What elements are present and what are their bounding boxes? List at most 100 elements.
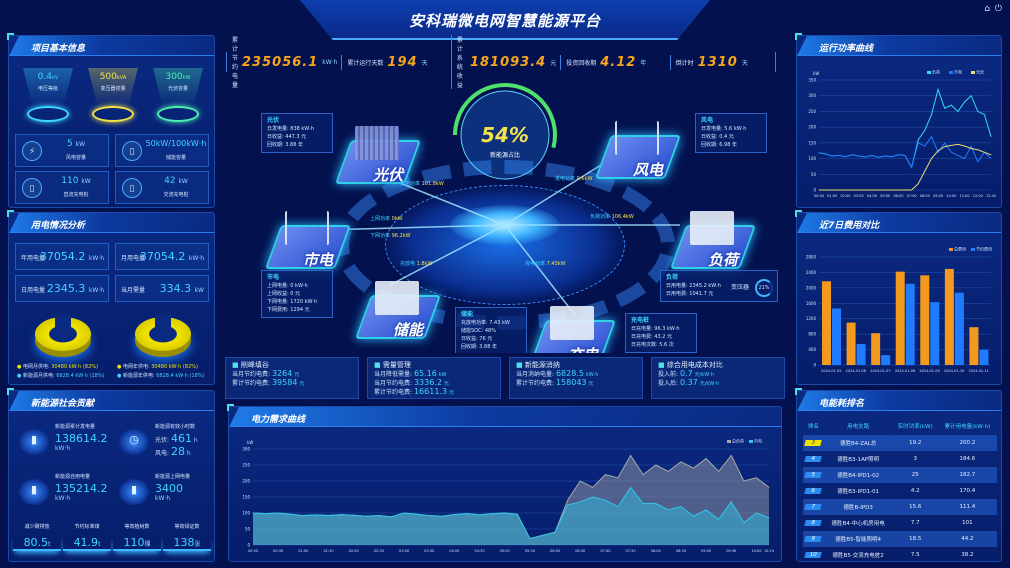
node-grid[interactable]: 市电 [264,211,352,275]
battery-panel-icon: ▮ [19,429,49,455]
data-point [825,189,827,191]
x-tick-label: 06:30 [575,549,585,553]
y-tick-label: 200 [242,479,250,484]
page-title: 安科瑞微电网智慧能源平台 [408,12,601,30]
table-row[interactable]: 10 德胜B5-交流充电桩2 7.5 38.2 [803,547,997,563]
ring-legend: ● 电网年供电: 30480 kW·h (82%) [117,364,198,370]
stat-unit: 元 [550,59,557,67]
contribution-label: 新能源有效小时数 [155,424,196,430]
y-tick-label: 300 [242,447,250,452]
data-point [838,155,840,156]
data-point [864,156,866,158]
node-charger[interactable]: 充电桩 [529,306,617,353]
table-row[interactable]: 7 德胜B-IPD3 15.6 111.4 [803,499,997,515]
cone-ring [27,106,69,122]
x-tick-label: 05:30 [525,549,535,553]
data-point [378,515,380,516]
contribution-label: 新能源累计发电量 [55,424,96,430]
x-tick-label: 04:00 [449,549,459,553]
x-tick-label: 02:30 [374,549,384,553]
table-row[interactable]: 6 德胜B3-IPD1-01 4.2 170.4 [803,483,997,499]
savings-row: 投入后: 0.37 元/kW·h [658,378,719,388]
x-tick-label: 02:00 [349,549,359,553]
legend-swatch [971,71,975,74]
contribution-item: ◷ 新能源有效小时数 光伏: 461 h 风电: 28 h [117,421,213,467]
contribution-label: 新能源上网电量 [155,474,191,480]
data-point [990,136,992,137]
x-tick-label: 03:00 [399,549,409,553]
info-load: 负荷 日用电量: 2345.2 kW·h 日用电费: 1041.7 元 变压器 21% [660,270,778,302]
table-row[interactable]: 8 德胜B4-中心机房用电 7.7 101 [803,515,997,531]
panel-title: 近7日费用对比 [819,221,880,231]
bar [979,349,989,365]
data-point [453,514,455,515]
y-tick-label: 400 [808,347,816,352]
transformer-gauge: 21% [755,279,773,297]
y-tick-label: 150 [808,140,816,145]
data-point [884,155,886,157]
capacity-card: ▯ 50kW/100kW·h 储能容量 [115,134,209,167]
data-point [983,151,985,153]
data-point [730,455,732,456]
data-point [479,514,480,516]
load-icon [690,211,734,245]
x-tick-label: 06:00 [893,194,903,198]
power-icon[interactable]: ⏻ [994,4,1002,14]
x-tick-label: 02:00 [840,194,850,198]
savings-box: ■ 削峰填谷 当月节约电费: 3264 元累计节约电费: 39584 元 [225,357,359,399]
data-point [693,467,694,469]
data-point [567,504,569,506]
data-point [302,515,304,516]
node-label: 风电 [633,161,664,179]
wind-icon: ⚡ [22,141,42,161]
y-tick-label: 100 [808,156,816,161]
rank-badge: 7 [804,504,823,510]
table-row[interactable]: 4 德胜B3-1AP照明 3 184.6 [803,451,997,467]
x-tick-label: 2024-01-10 [944,369,964,373]
rank-header: 实时功率(kW) [897,424,933,430]
node-pv[interactable]: 光伏 [334,126,422,190]
data-point [990,158,992,159]
data-point [950,104,952,106]
legend-label: 总费用 [954,246,966,252]
data-point [592,496,594,498]
panel-basic-info: 项目基本信息 0.4kV 电压等级 500kVA 变压器容量 300kW 光伏容… [7,33,215,208]
usage-card: 月用电量 37054.2 kW·h [115,243,209,270]
node-storage[interactable]: 储能 [354,281,442,345]
table-row[interactable]: 5 德胜B4-IPD1-02 25 182.7 [803,467,997,483]
node-wind[interactable]: 风电 [594,121,682,185]
data-point [693,515,694,517]
node-load[interactable]: 负荷 [669,211,757,275]
data-point [871,155,873,156]
x-tick-label: 06:00 [550,549,560,553]
table-row[interactable]: 3 德胜B4-ZAL总 19.2 200.2 [803,435,997,451]
demand-chart: 0 50 100 150 200 250 300 kW 总负荷 市电 00:00 00:30 01:00… [242,438,774,554]
data-point [944,142,946,144]
data-point [680,506,682,507]
table-row[interactable]: 9 德胜B5-智能照明4 18.5 44.2 [803,531,997,547]
bar [871,333,881,365]
y-tick-label: 1600 [806,301,817,306]
usage-card: 当月需量 334.3 kW [115,275,209,302]
node-label: 充电桩 [568,344,610,353]
data-point [630,487,631,488]
data-point [924,170,926,172]
y-tick-label: 2000 [806,285,817,290]
data-point [904,155,906,156]
node-label: 光伏 [373,166,404,184]
ratio-gauge [453,83,557,187]
data-point [858,189,860,191]
rank-badge: 4 [804,456,823,462]
wind-icon [615,121,659,155]
stat-label: 累计运行天数 [347,59,384,67]
rank-header: 排名 [807,424,819,430]
supply-ring: ● 电网月供电: 30480 kW·h (82%) ● 新能源月供电: 6828.… [15,313,111,383]
data-point [818,189,820,191]
legend-label: 光伏 [976,69,984,75]
info-charger: 充电桩 日充电量: 96.3 kW·h 日充电费: 43.2 元日充电次数: 5.6… [625,313,697,353]
y-tick-label: 250 [242,463,250,468]
home-icon[interactable]: ⌂ [984,4,990,14]
cone-label: 电压等级 [37,86,58,92]
x-tick-label: 05:00 [500,549,510,553]
